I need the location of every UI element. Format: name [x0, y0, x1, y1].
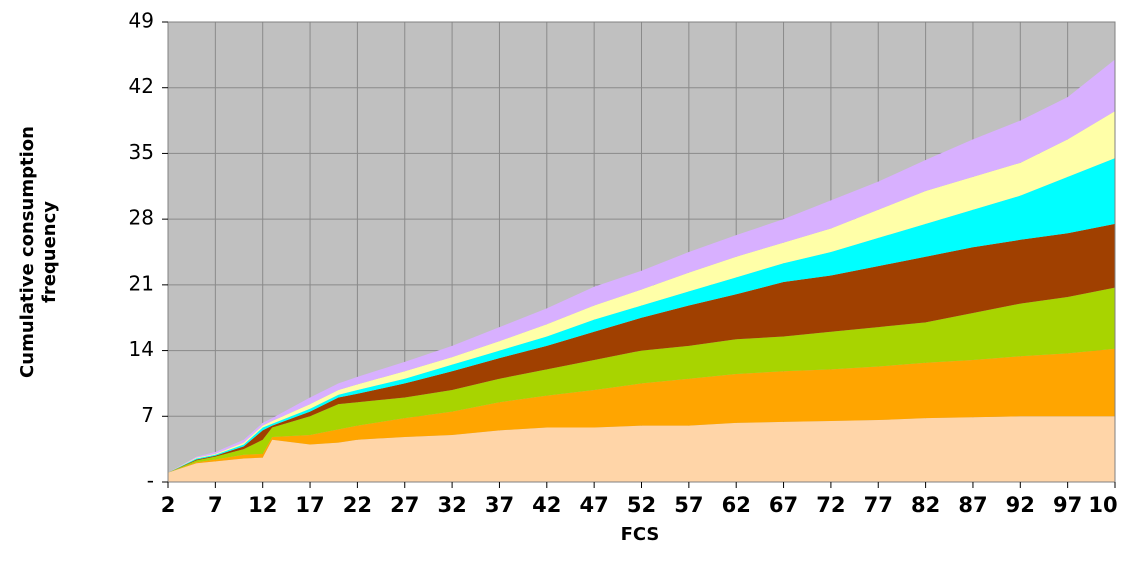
- x-tick-label: 42: [532, 493, 561, 517]
- area: [168, 416, 1115, 482]
- x-tick-label: 10: [1088, 493, 1117, 517]
- x-tick-label: 7: [208, 493, 223, 517]
- x-tick-label: 47: [580, 493, 609, 517]
- y-tick-label: 7: [141, 403, 154, 427]
- x-tick-label: 12: [248, 493, 277, 517]
- x-tick-label: 32: [437, 493, 466, 517]
- area: [168, 223, 1115, 473]
- y-tick-label: 35: [129, 140, 154, 164]
- x-tick-label: 27: [390, 493, 419, 517]
- area: [168, 158, 1115, 473]
- x-tick-label: 82: [911, 493, 940, 517]
- x-tick-label: 37: [485, 493, 514, 517]
- area: [168, 111, 1115, 473]
- x-tick-label: 2: [161, 493, 176, 517]
- x-tick-label: 92: [1006, 493, 1035, 517]
- y-tick-label: 21: [129, 271, 154, 295]
- x-tick-label: 17: [295, 493, 324, 517]
- x-tick-label: 77: [864, 493, 893, 517]
- x-tick-label: 67: [769, 493, 798, 517]
- area: [168, 59, 1115, 473]
- x-tick-label: 87: [958, 493, 987, 517]
- x-axis-title: FCS: [621, 524, 660, 545]
- x-tick-label: 57: [674, 493, 703, 517]
- x-tick-label: 97: [1053, 493, 1082, 517]
- area: [168, 287, 1115, 473]
- area: [168, 348, 1115, 473]
- y-tick-label: 49: [129, 9, 154, 33]
- y-axis-title: Cumulative consumption frequency: [17, 126, 60, 378]
- y-axis-title-line: frequency: [39, 201, 60, 303]
- y-tick-label: 28: [129, 206, 154, 230]
- y-tick-label: 14: [129, 337, 154, 361]
- x-tick-label: 62: [722, 493, 751, 517]
- x-tick-label: 22: [343, 493, 372, 517]
- x-tick-label: 52: [627, 493, 656, 517]
- x-tick-label: 72: [816, 493, 845, 517]
- y-tick-label: -: [147, 469, 154, 493]
- y-tick-label: 42: [129, 74, 154, 98]
- y-axis-title-line: Cumulative consumption: [17, 126, 38, 378]
